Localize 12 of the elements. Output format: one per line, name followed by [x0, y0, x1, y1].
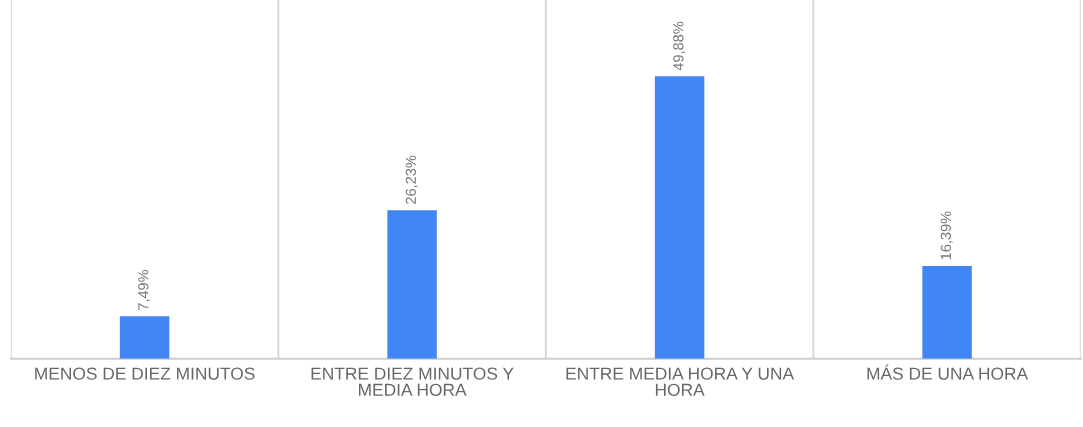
data-label: 7,49%: [138, 269, 151, 310]
data-label: 16,39%: [940, 211, 953, 260]
bar: [387, 210, 437, 359]
x-tick-label: ENTRE DIEZ MINUTOS Y MEDIA HORA: [311, 367, 514, 396]
x-tick-label: MENOS DE DIEZ MINUTOS: [35, 367, 255, 380]
bar: [922, 265, 972, 359]
bar: [119, 316, 170, 359]
x-tick-label: MÁS DE UNA HORA: [867, 364, 1029, 380]
data-label: 49,88%: [673, 21, 686, 71]
data-label: 26,23%: [405, 155, 418, 204]
bar: [654, 76, 705, 359]
x-tick-label: ENTRE MEDIA HORA Y UNA HORA: [566, 367, 795, 396]
